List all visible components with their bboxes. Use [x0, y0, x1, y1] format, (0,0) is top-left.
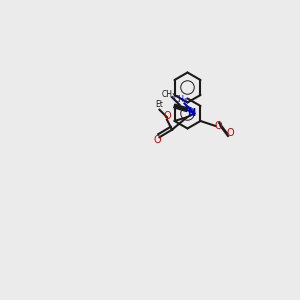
Text: O: O: [163, 111, 171, 121]
Text: Et: Et: [155, 100, 164, 109]
Text: O: O: [227, 128, 234, 139]
Text: CH₃: CH₃: [161, 90, 175, 99]
Text: O: O: [214, 121, 222, 131]
Text: O: O: [153, 135, 161, 145]
Text: CH₃: CH₃: [174, 95, 188, 104]
Text: N: N: [187, 109, 195, 118]
